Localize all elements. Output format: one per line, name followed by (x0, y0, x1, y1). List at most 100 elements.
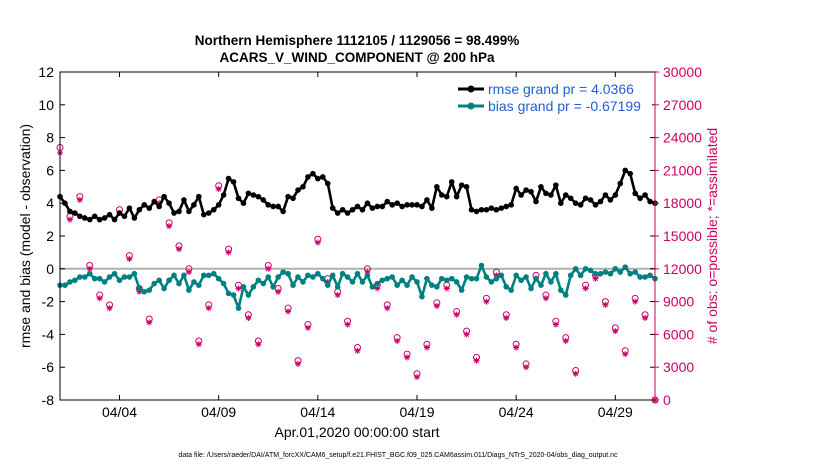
obs-assimilated-point (632, 298, 639, 305)
obs-assimilated-point (205, 305, 212, 312)
x-axis: 04/04 04/09 04/14 04/19 04/24 04/29 (102, 72, 633, 420)
rmse-point (488, 205, 495, 211)
rmse-point (612, 192, 619, 198)
left-y-tick-label: 2 (46, 228, 54, 244)
obs-assimilated-point (354, 347, 361, 354)
rmse-point (116, 210, 123, 216)
y-axis-label: rmse and bias (model - observation) (17, 124, 33, 348)
rmse-point (513, 185, 519, 192)
obs-assimilated-point (414, 374, 420, 381)
right-y-tick-label: 27000 (663, 97, 702, 113)
bias-point (488, 279, 495, 285)
obs-assimilated-point (245, 315, 252, 321)
rmse-point (136, 206, 143, 213)
left-y-tick-label: 6 (46, 162, 54, 178)
obs-assimilated-point (463, 331, 470, 338)
bias-point (369, 284, 376, 290)
bias-point (419, 293, 425, 300)
rmse-point (210, 206, 217, 213)
bias-point (597, 270, 604, 277)
rmse-point (240, 200, 247, 206)
bias-point (240, 284, 247, 290)
rmse-point (151, 198, 158, 205)
rmse-point (200, 211, 207, 218)
obs-assimilated-point (364, 269, 371, 276)
rmse-point (399, 203, 405, 210)
bias-point (77, 274, 83, 280)
rmse-point (409, 202, 415, 208)
rmse-point (86, 216, 93, 223)
obs-assimilated-point (156, 200, 163, 207)
bias-point (404, 282, 410, 289)
obs-assimilated-point (523, 364, 530, 371)
rmse-point (230, 179, 237, 185)
rmse-point (562, 192, 569, 198)
rmse-point (498, 205, 505, 211)
rmse-point (597, 198, 604, 205)
rmse-point (349, 206, 356, 213)
rmse-point (369, 205, 376, 211)
rmse-point (567, 195, 574, 202)
obs-assimilated-point (473, 357, 480, 364)
bias-point (116, 277, 123, 284)
x-axis-label: Apr.01,2020 00:00:00 start (274, 424, 439, 440)
right-y-tick-label: 3000 (663, 359, 694, 375)
obs-assimilated-point (374, 285, 381, 292)
obs-assimilated-point (295, 360, 301, 367)
rmse-point (617, 180, 624, 187)
obs-assimilated-point (602, 301, 609, 308)
bias-point (453, 279, 460, 285)
rmse-point (285, 193, 291, 200)
left-y-tick-label: -6 (42, 359, 55, 375)
rmse-point (557, 200, 564, 206)
bias-point (151, 280, 158, 287)
obs-assimilated-point (642, 315, 649, 321)
rmse-point (255, 193, 262, 200)
obs-assimilated-point (275, 288, 282, 295)
bias-series (57, 262, 658, 311)
bias-point (235, 305, 242, 311)
left-y-tick-label: -4 (42, 326, 55, 342)
rmse-point (582, 195, 589, 202)
legend-rmse-marker (467, 85, 475, 93)
bias-point (171, 272, 177, 279)
x-tick-label: 04/09 (201, 404, 236, 420)
bias-point (166, 277, 172, 284)
rmse-point (538, 184, 544, 190)
bias-point (91, 275, 98, 282)
rmse-point (156, 203, 162, 210)
bias-point (300, 279, 306, 285)
rmse-point (181, 197, 187, 203)
obs-assimilated-point (106, 305, 113, 312)
rmse-point (438, 192, 445, 198)
rmse-point (523, 187, 529, 193)
bias-point (359, 279, 366, 285)
bias-point (553, 270, 559, 277)
obs-assimilated-point (86, 265, 93, 272)
rmse-point (250, 192, 257, 198)
bias-point (131, 270, 138, 277)
rmse-point (434, 184, 440, 190)
rmse-point (394, 200, 400, 206)
bias-point (543, 270, 549, 277)
obs-assimilated-point (255, 341, 262, 348)
rmse-point (384, 198, 391, 205)
bias-point (493, 275, 500, 282)
obs-assimilated-point (334, 292, 341, 299)
x-tick-label: 04/14 (300, 404, 335, 420)
rmse-point (468, 206, 475, 213)
bias-point (121, 274, 128, 280)
rmse-point (111, 216, 118, 223)
bias-point (86, 270, 93, 277)
obs-assimilated-point (453, 311, 460, 318)
bias-point (364, 272, 371, 279)
bias-point (562, 292, 569, 298)
bias-point (81, 274, 88, 280)
rmse-point (161, 193, 167, 200)
bias-point (582, 266, 589, 272)
right-y-tick-label: 18000 (663, 195, 702, 211)
obs-assimilated-point (493, 272, 500, 279)
rmse-point (587, 197, 594, 203)
bias-point (290, 282, 296, 289)
bias-point (101, 279, 108, 285)
